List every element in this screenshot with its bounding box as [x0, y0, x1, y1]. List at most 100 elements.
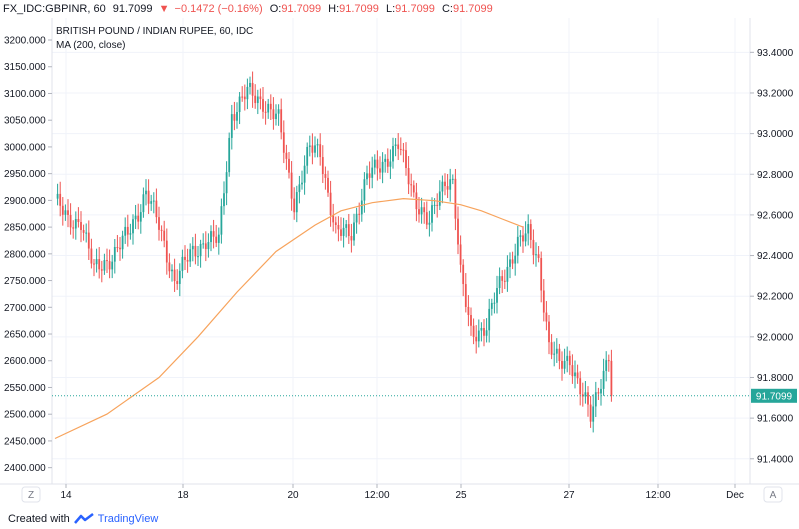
candle-body — [282, 132, 285, 153]
candle-body — [220, 206, 223, 235]
candle-body — [327, 177, 329, 193]
candle-body — [340, 229, 342, 236]
candle-body — [267, 103, 270, 113]
candle-body — [230, 114, 233, 138]
candle-body — [415, 192, 418, 210]
candle-body — [59, 193, 62, 206]
candle-body — [405, 150, 407, 169]
candle-body — [535, 254, 537, 256]
candles — [56, 71, 613, 433]
auto-scale-button[interactable]: A — [763, 486, 783, 503]
candle-body — [553, 353, 556, 355]
candle-body — [498, 276, 501, 289]
left-axis[interactable]: 3200.000 3150.000 3100.000 3050.000 3000.000… — [4, 36, 52, 475]
candle-body — [181, 256, 184, 271]
candle-body — [597, 392, 600, 394]
right-tick-label: 91.4000 — [757, 454, 794, 465]
candle-body — [288, 158, 290, 173]
candle-body — [438, 191, 441, 206]
candle-body — [332, 215, 335, 223]
candle-body — [485, 330, 488, 336]
right-tick-label: 91.6000 — [757, 414, 794, 425]
candle-body — [126, 226, 129, 235]
candle-body — [571, 365, 574, 377]
svg-text:Z: Z — [28, 490, 34, 501]
candle-body — [493, 302, 496, 304]
change-arrow-icon: ▼ — [158, 3, 170, 15]
candle-body — [106, 260, 108, 262]
candle-body — [412, 185, 415, 193]
candle-body — [581, 394, 584, 397]
candle-body — [345, 224, 348, 228]
candle-body — [311, 145, 314, 153]
symbol-label[interactable]: FX_IDC:GBPINR, 60 — [3, 3, 106, 15]
tradingview-link[interactable]: TradingView — [97, 513, 159, 525]
candle-body — [600, 388, 602, 394]
candle-body — [532, 239, 535, 256]
candle-body — [540, 257, 543, 291]
candle-body — [579, 378, 582, 395]
candle-body — [298, 184, 301, 193]
candle-body — [233, 114, 236, 121]
candle-body — [272, 109, 275, 120]
candle-body — [74, 219, 77, 229]
candle-body — [470, 315, 472, 326]
time-axis[interactable]: 14 18 20 12:00 25 27 12:00 Dec — [60, 484, 744, 501]
price-chart[interactable]: 3200.000 3150.000 3100.000 3050.000 3000.000… — [0, 18, 799, 509]
candle-body — [516, 236, 519, 256]
candle-body — [119, 247, 121, 250]
candle-body — [152, 200, 155, 202]
candle-body — [610, 360, 613, 396]
candle-body — [249, 82, 251, 87]
candle-body — [155, 200, 158, 218]
candle-body — [436, 204, 439, 206]
svg-text:91.7099: 91.7099 — [756, 391, 793, 402]
candle-body — [472, 325, 475, 337]
candle-body — [236, 112, 238, 121]
candle-body — [475, 336, 478, 342]
candle-body — [80, 222, 82, 231]
right-tick-label: 92.2000 — [757, 292, 794, 303]
candle-body — [402, 149, 405, 151]
right-axis[interactable]: 93.4000 93.2000 93.0000 92.8000 92.6000 92.40… — [750, 48, 794, 465]
time-tick-label: 12:00 — [645, 490, 670, 501]
candle-body — [303, 165, 306, 183]
candle-body — [501, 276, 504, 281]
candle-body — [350, 236, 353, 241]
time-tick-label: 27 — [563, 490, 575, 501]
candle-body — [353, 222, 355, 241]
candle-body — [160, 229, 163, 231]
candle-body — [522, 235, 524, 242]
candle-body — [576, 372, 579, 379]
candle-body — [483, 327, 485, 336]
candle-body — [145, 190, 147, 195]
candle-body — [108, 261, 111, 270]
chart-grid — [52, 18, 750, 484]
candle-body — [373, 159, 376, 168]
candle-body — [132, 219, 134, 234]
candle-body — [459, 244, 462, 265]
candle-body — [251, 82, 254, 96]
header-bar: FX_IDC:GBPINR, 60 91.7099 ▼ −0.1472 (−0.… — [0, 0, 799, 18]
candle-body — [451, 178, 454, 180]
candle-body — [259, 96, 262, 100]
candle-body — [243, 96, 246, 100]
candle-body — [384, 158, 387, 162]
candle-body — [186, 259, 189, 262]
right-tick-label: 92.0000 — [757, 332, 794, 343]
candle-body — [376, 159, 379, 169]
candle-body — [147, 190, 150, 204]
candle-body — [441, 181, 444, 192]
candle-body — [176, 281, 179, 284]
candle-body — [124, 226, 127, 236]
candle-body — [269, 103, 272, 110]
candle-body — [457, 218, 459, 245]
time-tick-label: 20 — [287, 490, 299, 501]
candle-body — [394, 144, 397, 147]
candle-body — [171, 269, 173, 272]
candle-body — [511, 259, 514, 264]
left-tick-label: 2900.000 — [4, 196, 46, 207]
candle-body — [210, 231, 212, 243]
left-zoom-button[interactable]: Z — [21, 486, 41, 503]
candle-body — [589, 404, 592, 422]
